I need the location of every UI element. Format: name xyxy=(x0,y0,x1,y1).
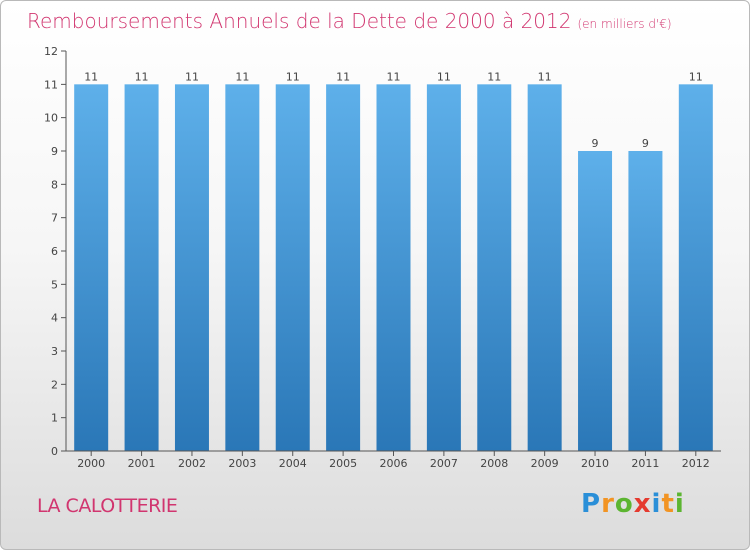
y-tick-label: 11 xyxy=(44,78,58,91)
x-tick-label: 2006 xyxy=(380,457,408,470)
bar xyxy=(174,84,209,451)
unit-note: (en milliers d'€) xyxy=(577,17,672,31)
y-tick-label: 5 xyxy=(51,278,58,291)
commune-name: LA CALOTTERIE xyxy=(37,495,178,517)
x-tick-label: 2012 xyxy=(682,457,710,470)
logo-letter: r xyxy=(601,489,615,519)
bar xyxy=(477,84,512,451)
y-tick-label: 9 xyxy=(51,145,58,158)
y-tick-label: 8 xyxy=(51,178,58,191)
logo-letter: i xyxy=(674,489,685,519)
y-tick-label: 10 xyxy=(44,112,58,125)
y-tick-label: 12 xyxy=(44,45,58,58)
bar-value-label: 11 xyxy=(84,70,98,83)
bar-value-label: 11 xyxy=(336,70,350,83)
logo-letter: o xyxy=(614,489,634,519)
bar xyxy=(678,84,713,451)
x-tick-label: 2008 xyxy=(480,457,508,470)
logo-letter: x xyxy=(633,489,652,519)
x-tick-label: 2010 xyxy=(581,457,609,470)
x-tick-label: 2001 xyxy=(128,457,156,470)
chart-title: Remboursements Annuels de la Dette de 20… xyxy=(27,9,672,33)
x-tick-label: 2005 xyxy=(329,457,357,470)
bar-value-label: 11 xyxy=(185,70,199,83)
bar-value-label: 11 xyxy=(387,70,401,83)
bar-value-label: 11 xyxy=(135,70,149,83)
y-tick-label: 0 xyxy=(51,445,58,458)
bar xyxy=(527,84,562,451)
chart-title-text: Remboursements Annuels de la Dette de 20… xyxy=(27,9,572,33)
x-tick-label: 2003 xyxy=(228,457,256,470)
proxiti-logo[interactable]: Proxiti xyxy=(581,489,685,519)
logo-letter: i xyxy=(651,489,662,519)
bar-value-label: 11 xyxy=(437,70,451,83)
bar-value-label: 9 xyxy=(642,137,649,150)
logo-letter: P xyxy=(581,489,602,519)
y-tick-label: 4 xyxy=(51,312,58,325)
bar xyxy=(124,84,159,451)
bar-value-label: 11 xyxy=(689,70,703,83)
bar xyxy=(74,84,109,451)
logo-letter: t xyxy=(661,489,675,519)
bars: 11 11 11 11 11 11 11 11 11 11 9 9 11 xyxy=(74,70,713,451)
bar xyxy=(376,84,411,451)
x-tick-label: 2000 xyxy=(77,457,105,470)
x-tick-label: 2007 xyxy=(430,457,458,470)
bar xyxy=(628,151,663,451)
bar xyxy=(426,84,461,451)
bar-value-label: 9 xyxy=(592,137,599,150)
bar-value-label: 11 xyxy=(487,70,501,83)
bar xyxy=(326,84,361,451)
y-tick-label: 1 xyxy=(51,412,58,425)
y-tick-label: 2 xyxy=(51,378,58,391)
bar-value-label: 11 xyxy=(235,70,249,83)
bar xyxy=(275,84,310,451)
x-tick-label: 2011 xyxy=(631,457,659,470)
x-tick-label: 2009 xyxy=(531,457,559,470)
x-axis: 2000 2001 2002 2003 2004 2005 2006 2007 2008 2009… xyxy=(66,450,721,470)
x-tick-label: 2002 xyxy=(178,457,206,470)
bar xyxy=(225,84,260,451)
bar-value-label: 11 xyxy=(538,70,552,83)
y-tick-label: 3 xyxy=(51,345,58,358)
bar xyxy=(578,151,613,451)
x-tick-label: 2004 xyxy=(279,457,307,470)
y-tick-label: 7 xyxy=(51,212,58,225)
y-tick-label: 6 xyxy=(51,245,58,258)
bar-value-label: 11 xyxy=(286,70,300,83)
